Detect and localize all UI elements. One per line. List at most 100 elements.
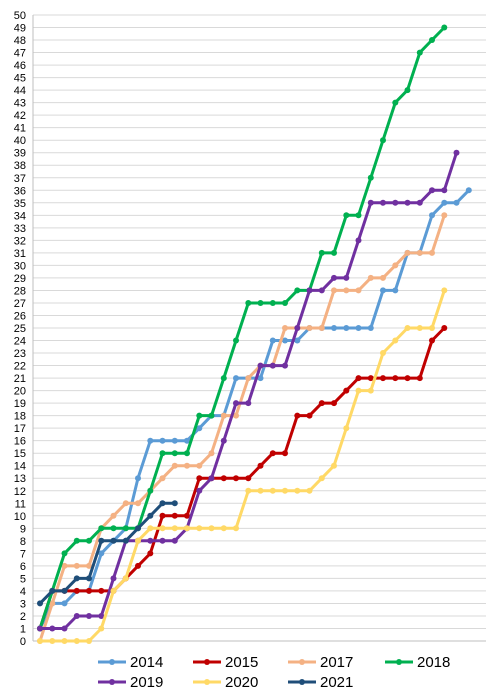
data-point-2018 <box>416 49 423 56</box>
legend-item-2021: 2021 <box>288 674 353 691</box>
data-point-2014 <box>294 337 301 344</box>
data-point-2021 <box>110 537 117 544</box>
data-point-2019 <box>61 625 68 632</box>
data-point-2019 <box>110 575 117 582</box>
y-tick-label: 33 <box>14 223 26 235</box>
data-point-2020 <box>331 462 337 469</box>
data-point-2021 <box>37 600 43 607</box>
y-tick-label: 19 <box>14 398 26 410</box>
data-point-2020 <box>282 487 288 494</box>
data-point-2019 <box>171 537 178 544</box>
data-point-2017 <box>122 500 129 507</box>
y-tick-label: 8 <box>20 536 26 548</box>
data-point-2015 <box>86 587 92 594</box>
legend-swatch-marker <box>109 659 115 665</box>
data-point-2019 <box>318 287 325 294</box>
y-tick-label: 4 <box>20 586 26 598</box>
data-point-2018 <box>245 300 252 306</box>
y-tick-label: 18 <box>14 411 26 423</box>
y-tick-label: 39 <box>14 148 26 160</box>
legend-swatch-marker <box>299 679 305 685</box>
data-point-2020 <box>171 525 178 532</box>
legend-swatch-marker <box>204 659 210 665</box>
y-tick-label: 15 <box>14 448 26 460</box>
data-point-2018 <box>98 525 105 532</box>
data-point-2020 <box>380 350 386 356</box>
data-point-2020 <box>73 638 80 644</box>
y-tick-label: 26 <box>14 310 26 322</box>
data-point-2019 <box>196 487 203 494</box>
data-point-2018 <box>220 375 227 382</box>
data-point-2015 <box>294 412 301 419</box>
data-point-2017 <box>404 249 411 256</box>
y-tick-label: 6 <box>20 561 26 573</box>
data-point-2017 <box>171 462 178 469</box>
data-point-2017 <box>233 412 239 419</box>
legend-label: 2015 <box>225 654 258 671</box>
data-point-2018 <box>429 37 435 43</box>
data-point-2017 <box>220 412 227 419</box>
data-point-2014 <box>98 550 105 557</box>
data-point-2014 <box>380 287 386 294</box>
data-point-2020 <box>429 325 435 331</box>
data-point-2020 <box>404 325 411 331</box>
data-point-2021 <box>171 500 178 507</box>
data-point-2015 <box>257 462 264 469</box>
legend-label: 2021 <box>320 674 353 691</box>
data-point-2018 <box>318 249 325 256</box>
data-point-2017 <box>73 562 80 569</box>
data-point-2018 <box>184 450 190 457</box>
y-tick-label: 43 <box>14 98 26 110</box>
data-point-2015 <box>367 375 374 382</box>
data-point-2020 <box>220 525 227 532</box>
y-tick-label: 32 <box>14 235 26 247</box>
data-point-2018 <box>441 24 448 31</box>
data-point-2017 <box>208 450 215 457</box>
data-point-2015 <box>318 400 325 407</box>
y-tick-label: 20 <box>14 386 26 398</box>
data-point-2020 <box>208 525 215 532</box>
data-point-2017 <box>282 325 288 331</box>
y-tick-label: 21 <box>14 373 26 385</box>
y-tick-label: 36 <box>14 185 26 197</box>
data-point-2018 <box>282 300 288 306</box>
legend-label: 2019 <box>130 674 163 691</box>
data-point-2019 <box>159 537 166 544</box>
data-point-2014 <box>392 287 399 294</box>
data-point-2018 <box>355 212 362 219</box>
legend-item-2019: 2019 <box>98 674 163 691</box>
data-point-2015 <box>98 587 105 594</box>
y-tick-label: 27 <box>14 298 26 310</box>
data-point-2017 <box>61 562 68 569</box>
y-tick-label: 44 <box>14 85 26 97</box>
data-point-2019 <box>233 400 239 407</box>
data-point-2018 <box>122 525 129 532</box>
series-2020 <box>37 287 448 644</box>
y-tick-label: 42 <box>14 110 26 122</box>
data-point-2019 <box>282 362 288 369</box>
data-point-2020 <box>110 587 117 594</box>
data-point-2018 <box>294 287 301 294</box>
data-point-2014 <box>257 375 264 382</box>
y-tick-label: 35 <box>14 198 26 210</box>
data-point-2015 <box>441 325 448 331</box>
data-point-2020 <box>159 525 166 532</box>
legend-item-2018: 2018 <box>385 654 450 671</box>
data-point-2014 <box>159 437 166 444</box>
data-point-2014 <box>147 437 154 444</box>
data-point-2017 <box>429 249 435 256</box>
data-point-2015 <box>233 475 239 482</box>
data-point-2020 <box>441 287 448 294</box>
y-tick-label: 37 <box>14 173 26 185</box>
series-2017 <box>37 212 448 644</box>
data-point-2018 <box>61 550 68 557</box>
data-point-2021 <box>49 587 56 594</box>
data-point-2017 <box>159 475 166 482</box>
legend-swatch-marker <box>396 659 402 665</box>
data-point-2017 <box>110 512 117 519</box>
data-point-2015 <box>135 562 141 569</box>
data-point-2018 <box>159 450 166 457</box>
y-tick-label: 46 <box>14 60 26 72</box>
